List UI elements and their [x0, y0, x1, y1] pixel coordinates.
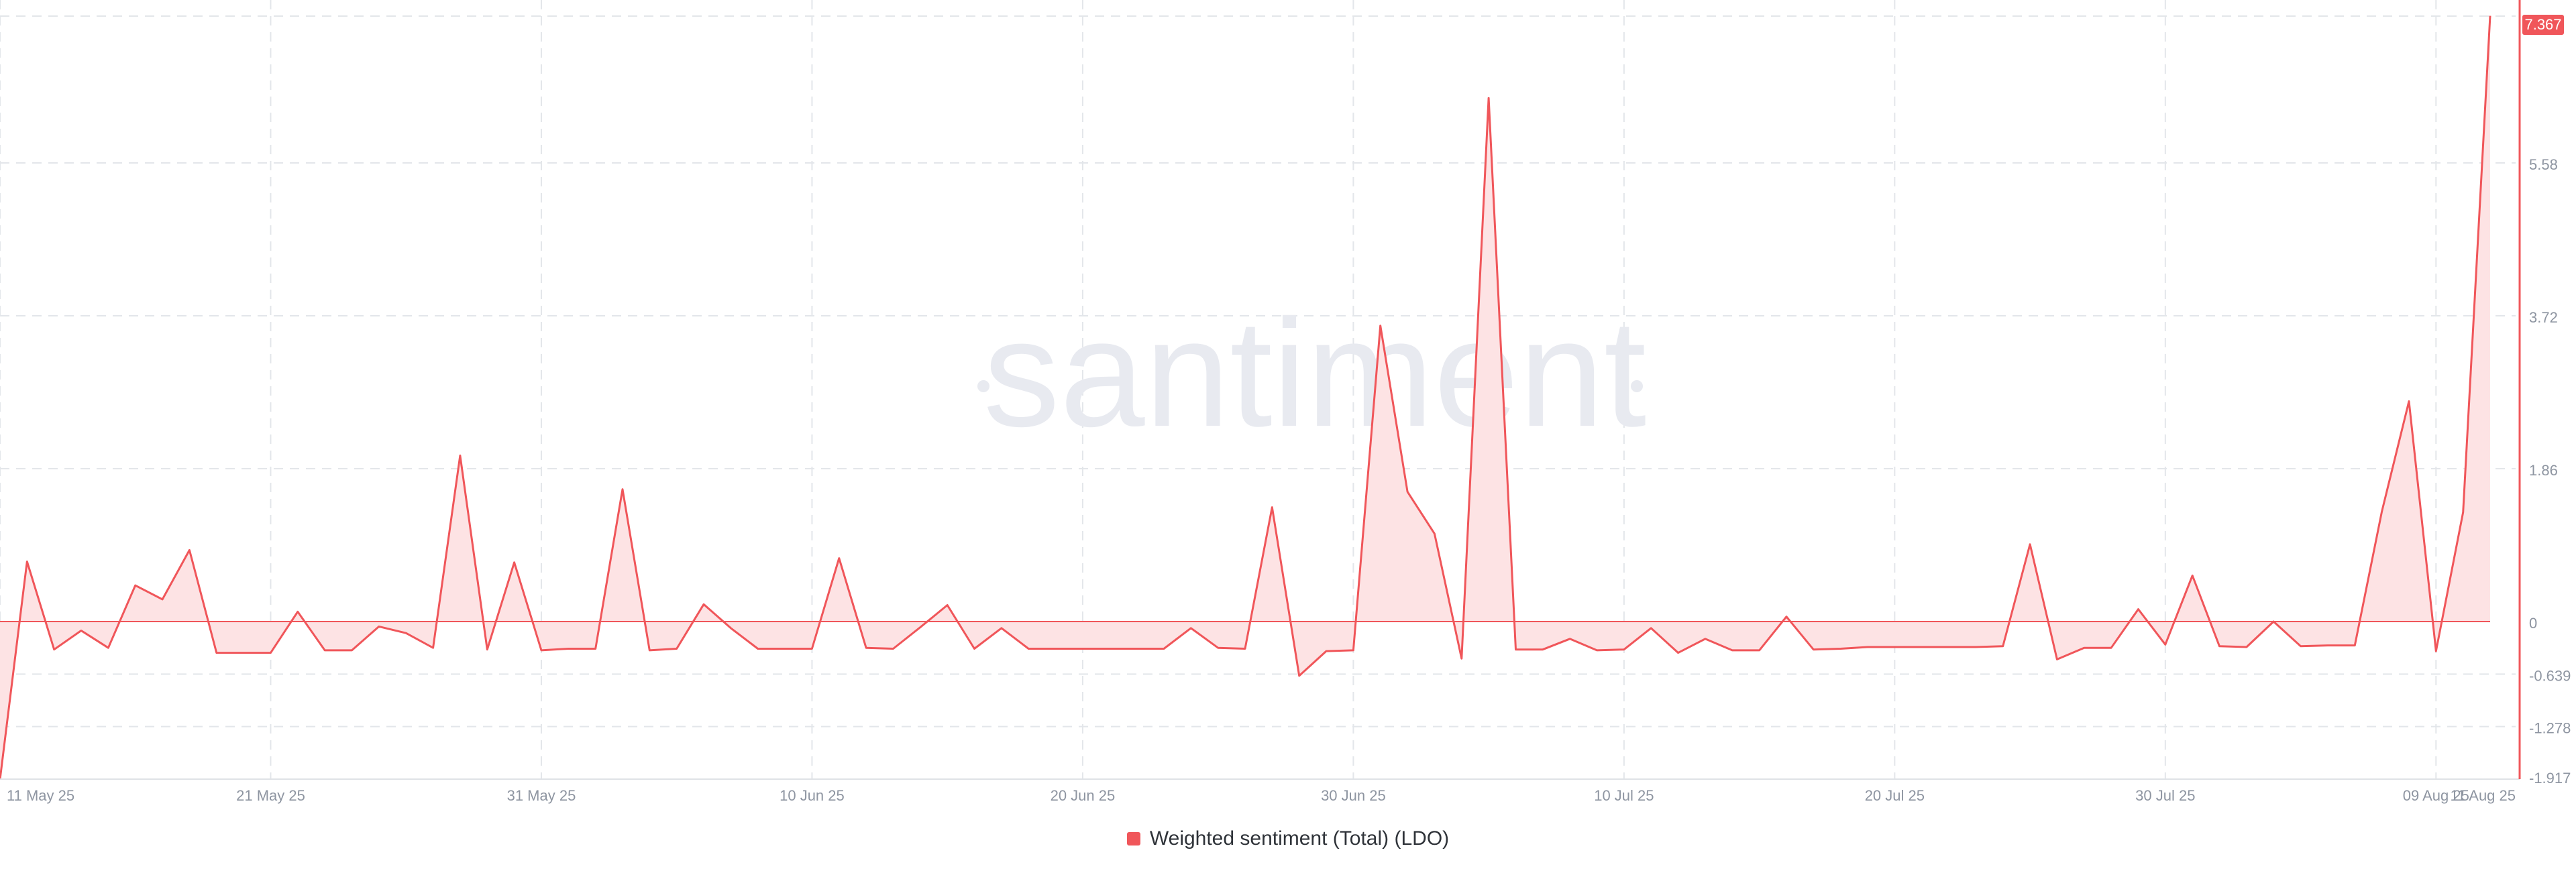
x-tick-label: 30 Jul 25: [2135, 787, 2195, 804]
last-value-label: 7.367: [2524, 16, 2561, 33]
watermark-dot-right: [1631, 380, 1643, 392]
watermark: santiment: [983, 288, 1646, 459]
y-tick-label: -1.917: [2529, 770, 2571, 786]
y-tick-label: 3.72: [2529, 309, 2558, 326]
legend: Weighted sentiment (Total) (LDO): [0, 827, 2576, 850]
x-tick-label: 11 Aug 25: [2451, 787, 2516, 804]
legend-label: Weighted sentiment (Total) (LDO): [1149, 827, 1450, 850]
x-tick-label: 11 May 25: [7, 787, 74, 804]
y-tick-label: -1.278: [2529, 720, 2571, 737]
x-tick-label: 10 Jun 25: [780, 787, 845, 804]
x-tick-label: 31 May 25: [507, 787, 576, 804]
series-layer: [0, 15, 2491, 780]
grid: [0, 0, 2516, 779]
x-tick-label: 09 Aug 25: [2403, 787, 2469, 804]
series-area: [0, 15, 2490, 780]
y-tick-label: -0.639: [2529, 667, 2571, 684]
x-tick-label: 21 May 25: [236, 787, 305, 804]
x-tick-label: 10 Jul 25: [1594, 787, 1654, 804]
y-tick-label: 5.58: [2529, 156, 2558, 173]
legend-swatch: [1126, 832, 1140, 845]
x-tick-label: 30 Jun 25: [1321, 787, 1386, 804]
x-tick-label: 20 Jul 25: [1865, 787, 1925, 804]
x-tick-label: 20 Jun 25: [1051, 787, 1116, 804]
series-line: [0, 15, 2491, 780]
watermark-dot-left: [977, 380, 989, 392]
y-tick-label: 1.86: [2529, 462, 2558, 479]
axes: 5.58 3.72 1.86 0 -0.639 -1.278 -1.917 7.367 11 M…: [0, 0, 2571, 804]
last-value-badge: [2522, 15, 2564, 35]
y-tick-label: 0: [2529, 615, 2537, 632]
